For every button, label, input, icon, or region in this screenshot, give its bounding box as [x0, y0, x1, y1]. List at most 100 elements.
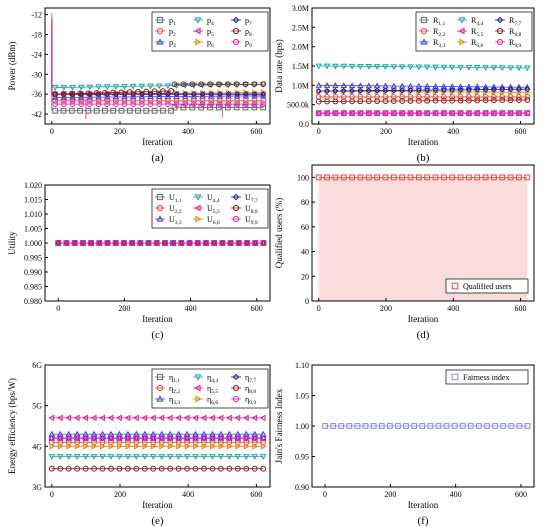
data-point [252, 240, 259, 246]
x-tick-label: 200 [118, 304, 130, 313]
data-point [251, 435, 258, 442]
y-axis-label: Energy efficiency (bps/W) [7, 378, 17, 474]
y-tick-label: 3G [32, 483, 42, 492]
data-point [415, 94, 422, 100]
data-point [234, 435, 241, 442]
legend-marker [156, 38, 164, 45]
data-point [415, 97, 422, 104]
data-point [399, 98, 406, 104]
data-point [162, 240, 168, 246]
data-point [156, 101, 163, 108]
data-point [516, 423, 523, 429]
data-point [348, 82, 356, 89]
data-point [116, 465, 123, 472]
legend: η1,1η2,2η3,3 η4,4η5,5η6,6 η7,7η8,8η9,9 [151, 368, 269, 409]
series-2 [315, 94, 531, 100]
data-point [93, 90, 100, 96]
data-point [209, 465, 216, 472]
legend-label: η4,4 [207, 373, 218, 384]
data-point [95, 101, 102, 108]
data-point [357, 87, 364, 94]
data-point [449, 88, 456, 96]
data-point [102, 107, 108, 114]
y-axis-label: Utility [7, 231, 17, 255]
legend-label: U9,9 [245, 215, 258, 226]
data-point [99, 414, 105, 422]
data-point [482, 110, 489, 117]
data-point [260, 435, 267, 442]
legend-marker [194, 374, 202, 381]
legend-marker [496, 38, 504, 46]
data-point [260, 101, 267, 108]
data-point [490, 65, 498, 72]
y-axis-label: Qualified users (%) [274, 198, 284, 268]
data-point [186, 240, 193, 246]
data-point [465, 86, 472, 93]
legend-marker [194, 194, 202, 201]
data-point [382, 94, 389, 100]
data-point [435, 423, 442, 429]
data-point [474, 86, 481, 93]
data-point [226, 443, 233, 450]
data-point [315, 110, 322, 117]
panel-label: (a) [151, 152, 164, 164]
data-point [164, 83, 172, 90]
data-point [390, 110, 397, 117]
x-tick-label: 400 [182, 127, 194, 136]
data-point [398, 64, 406, 71]
data-point [201, 443, 208, 450]
y-tick-label: 3.0M [292, 4, 309, 13]
data-point [180, 81, 187, 88]
data-point [226, 454, 233, 460]
data-point [516, 97, 522, 103]
data-point [432, 94, 439, 100]
data-point [116, 435, 123, 442]
data-point [340, 174, 347, 181]
legend-marker [195, 215, 202, 223]
x-tick-label: 200 [380, 127, 392, 136]
data-point [192, 465, 199, 472]
data-point [243, 435, 250, 442]
data-point [407, 174, 414, 181]
data-point [209, 454, 216, 460]
data-point [141, 465, 148, 472]
data-point [499, 97, 506, 104]
legend-box [445, 278, 529, 294]
data-point [57, 465, 64, 472]
legend-label: p6 [207, 38, 214, 49]
y-tick-label: 0.990 [24, 268, 42, 277]
legend-label: η6,6 [207, 395, 218, 406]
y-tick-label: 1.10 [295, 361, 309, 370]
data-point [175, 454, 182, 460]
data-point [125, 435, 131, 442]
x-tick-label: 600 [515, 304, 527, 313]
data-point [69, 93, 76, 100]
data-point [60, 101, 67, 108]
data-point [432, 110, 439, 117]
panel-label: (e) [151, 515, 164, 527]
data-point [208, 101, 215, 108]
data-point [340, 63, 348, 70]
data-point [224, 104, 231, 111]
data-point [49, 443, 56, 450]
x-tick-label: 400 [447, 127, 459, 136]
data-point [158, 465, 165, 472]
data-point [448, 64, 456, 71]
data-point [68, 90, 75, 97]
data-point [198, 104, 205, 111]
data-point [73, 454, 81, 460]
data-point [315, 81, 322, 88]
data-point [182, 101, 189, 108]
data-point [143, 107, 150, 114]
data-point [65, 414, 72, 422]
data-point [158, 435, 165, 442]
x-axis-label: Iteration [408, 137, 439, 147]
data-point [226, 435, 233, 442]
data-point [507, 65, 514, 72]
data-point [332, 87, 339, 95]
series-9 [51, 21, 267, 118]
legend-label: R8,8 [509, 27, 521, 38]
series-4 [315, 63, 531, 72]
